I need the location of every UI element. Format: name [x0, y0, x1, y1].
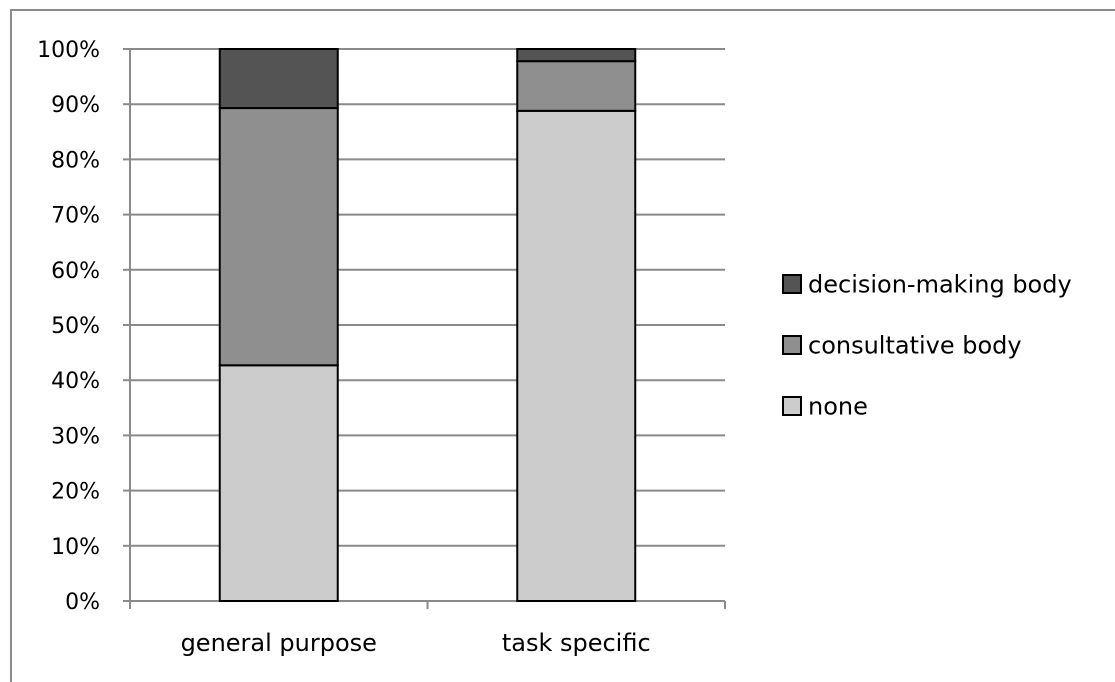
y-tick-label: 30% [51, 424, 100, 449]
y-tick-label: 10% [51, 535, 100, 560]
legend-swatch [782, 274, 802, 294]
axes: 0% 10% 20% 30% 40% 50% 60% 70% 80% 90% 100% general… [37, 38, 726, 657]
y-tick-label: 20% [51, 480, 100, 505]
y-tick-label: 40% [51, 369, 100, 394]
x-category-label: general purpose [181, 629, 377, 657]
y-tick-label: 100% [37, 38, 100, 63]
y-tick-label: 70% [51, 204, 100, 229]
bars [218, 48, 637, 602]
bar-segment-consultative-body [218, 107, 339, 367]
y-tick-label: 50% [51, 314, 100, 339]
y-tick-label: 80% [51, 148, 100, 173]
y-tick-label: 60% [51, 259, 100, 284]
y-tick-label: 90% [51, 93, 100, 118]
legend-swatch [782, 396, 802, 416]
legend-swatch [782, 335, 802, 355]
bar-segment-decision-making-body [218, 48, 339, 110]
legend-label: none [808, 393, 868, 421]
legend-label: decision-making body [808, 271, 1072, 299]
legend: decision-making body consultative body non… [782, 271, 1072, 421]
y-tick-label: 0% [65, 590, 100, 615]
bar-segment-none [516, 109, 637, 602]
chart-frame [10, 9, 1115, 682]
legend-label: consultative body [808, 332, 1022, 360]
x-category-label: task specific [502, 629, 651, 657]
bar-segment-decision-making-body [516, 48, 637, 63]
bar-segment-none [218, 364, 339, 602]
bar-segment-consultative-body [516, 60, 637, 112]
